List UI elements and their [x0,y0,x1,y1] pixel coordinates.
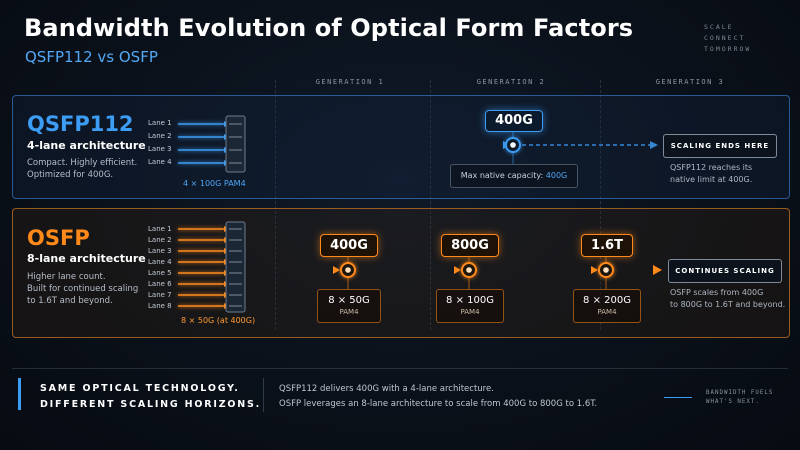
qsfp-name: QSFP112 [27,112,134,136]
qsfp-capacity-caption-prefix: Max native capacity: [460,171,546,180]
osfp-continues-scaling-tag: CONTINUES SCALING [668,259,782,283]
footer-headline: SAME OPTICAL TECHNOLOGY. DIFFERENT SCALI… [40,381,261,413]
qsfp-node-core [510,142,516,148]
osfp-node-core [603,267,609,273]
qsfp-dashed-arrowhead [650,141,658,149]
qsfp-lane-label: Lane 2 [148,132,172,140]
osfp-lane-lines [178,228,224,307]
osfp-end-note-line: to 800G to 1.6T and beyond. [670,300,786,309]
osfp-lane-label: Lane 3 [148,247,172,255]
osfp-lane-spec: 8 × 50G (at 400G) [181,316,256,325]
footer-tagline-line: BANDWIDTH FUELS [706,390,774,396]
qsfp-capacity-badge: 400G [485,110,543,132]
footer-summary-line: OSFP leverages an 8-lane architecture to… [279,399,598,409]
footer-accent-bar [18,378,21,410]
footer-separator [263,378,264,412]
osfp-stage-lanes: 8 × 100G [446,295,494,306]
osfp-stage-badge-800g: 800G [441,234,499,257]
qsfp-desc-line: Compact. Highly efficient. [27,158,138,168]
footer-tagline: BANDWIDTH FUELS WHAT'S NEXT. [706,389,773,407]
brand-line-3: TOMORROW [704,45,752,53]
osfp-lane-label: Lane 6 [148,280,172,288]
osfp-stage-modulation: PAM4 [597,308,617,316]
page-title: Bandwidth Evolution of Optical Form Fact… [24,14,634,42]
osfp-stage-detail: 8 × 200G PAM4 [573,289,641,323]
osfp-node-core [466,267,472,273]
footer-summary: QSFP112 delivers 400G with a 4-lane arch… [279,382,597,412]
osfp-connector-pins [229,228,242,307]
osfp-desc-line: Higher lane count. [27,272,106,282]
generation-divider [430,80,432,330]
qsfp-scaling-ends-tag: SCALING ENDS HERE [663,134,777,158]
osfp-node-core [345,267,351,273]
generation-divider [600,80,602,330]
footer-summary-line: QSFP112 delivers 400G with a 4-lane arch… [279,384,494,394]
osfp-stage-modulation: PAM4 [339,308,359,316]
footer-headline-line: DIFFERENT SCALING HORIZONS. [40,399,262,410]
osfp-description: Higher lane count. Built for continued s… [27,271,138,307]
osfp-stage-detail: 8 × 100G PAM4 [436,289,504,323]
osfp-stage-badge-1-6t: 1.6T [581,234,633,257]
osfp-name: OSFP [27,226,90,250]
qsfp-architecture: 4-lane architecture [27,139,146,152]
page-subtitle: QSFP112 vs OSFP [25,48,158,66]
qsfp-lane-label: Lane 1 [148,119,172,127]
osfp-node-connectors [347,257,607,289]
osfp-connector-icon [225,221,246,313]
osfp-lane-label: Lane 7 [148,291,172,299]
qsfp-desc-line: Optimized for 400G. [27,170,114,180]
qsfp-connector-pins [229,123,242,164]
generation-1-header: GENERATION 1 [315,78,385,86]
qsfp-capacity-caption: Max native capacity: 400G [450,164,578,188]
qsfp-lane-spec: 4 × 100G PAM4 [183,179,246,188]
qsfp-lane-label: Lane 3 [148,145,172,153]
qsfp-lane-label: Lane 4 [148,158,172,166]
qsfp-end-note-line: QSFP112 reaches its [670,163,753,172]
osfp-lane-label: Lane 8 [148,302,172,310]
footer-divider [12,368,788,429]
osfp-stage-badge-400g: 400G [320,234,378,257]
generation-2-header: GENERATION 2 [476,78,546,86]
osfp-stage-modulation: PAM4 [460,308,480,316]
osfp-lane-label: Lane 2 [148,236,172,244]
brand-tagline: SCALE CONNECT TOMORROW [704,22,751,55]
footer-accent-line [664,397,692,398]
osfp-lane-label: Lane 5 [148,269,172,277]
osfp-lane-label: Lane 4 [148,258,172,266]
qsfp-panel [12,95,790,199]
osfp-stage-lanes: 8 × 50G [328,295,370,306]
osfp-panel [12,208,790,338]
generation-3-header: GENERATION 3 [655,78,725,86]
qsfp-capacity-caption-value: 400G [545,171,568,180]
osfp-stage-lanes: 8 × 200G [583,295,631,306]
qsfp-lane-lines [178,123,224,164]
footer-tagline-line: WHAT'S NEXT. [706,399,760,405]
osfp-architecture: 8-lane architecture [27,252,146,265]
qsfp-description: Compact. Highly efficient. Optimized for… [27,157,137,181]
osfp-arrowhead [454,266,461,274]
osfp-end-note: OSFP scales from 400G to 800G to 1.6T an… [670,287,785,311]
osfp-end-note-line: OSFP scales from 400G [670,288,764,297]
osfp-arrowhead [333,266,340,274]
osfp-stage-detail: 8 × 50G PAM4 [317,289,381,323]
osfp-lane-label: Lane 1 [148,225,172,233]
qsfp-end-note-line: native limit at 400G. [670,175,753,184]
brand-line-1: SCALE [704,23,734,31]
footer-headline-line: SAME OPTICAL TECHNOLOGY. [40,383,240,394]
qsfp-end-note: QSFP112 reaches its native limit at 400G… [670,162,752,186]
osfp-desc-line: to 1.6T and beyond. [27,296,113,306]
osfp-end-arrowhead [653,265,662,275]
brand-line-2: CONNECT [704,34,746,42]
osfp-node-icons [340,262,614,278]
generation-divider [275,80,277,330]
osfp-arrowhead [591,266,598,274]
osfp-desc-line: Built for continued scaling [27,284,139,294]
